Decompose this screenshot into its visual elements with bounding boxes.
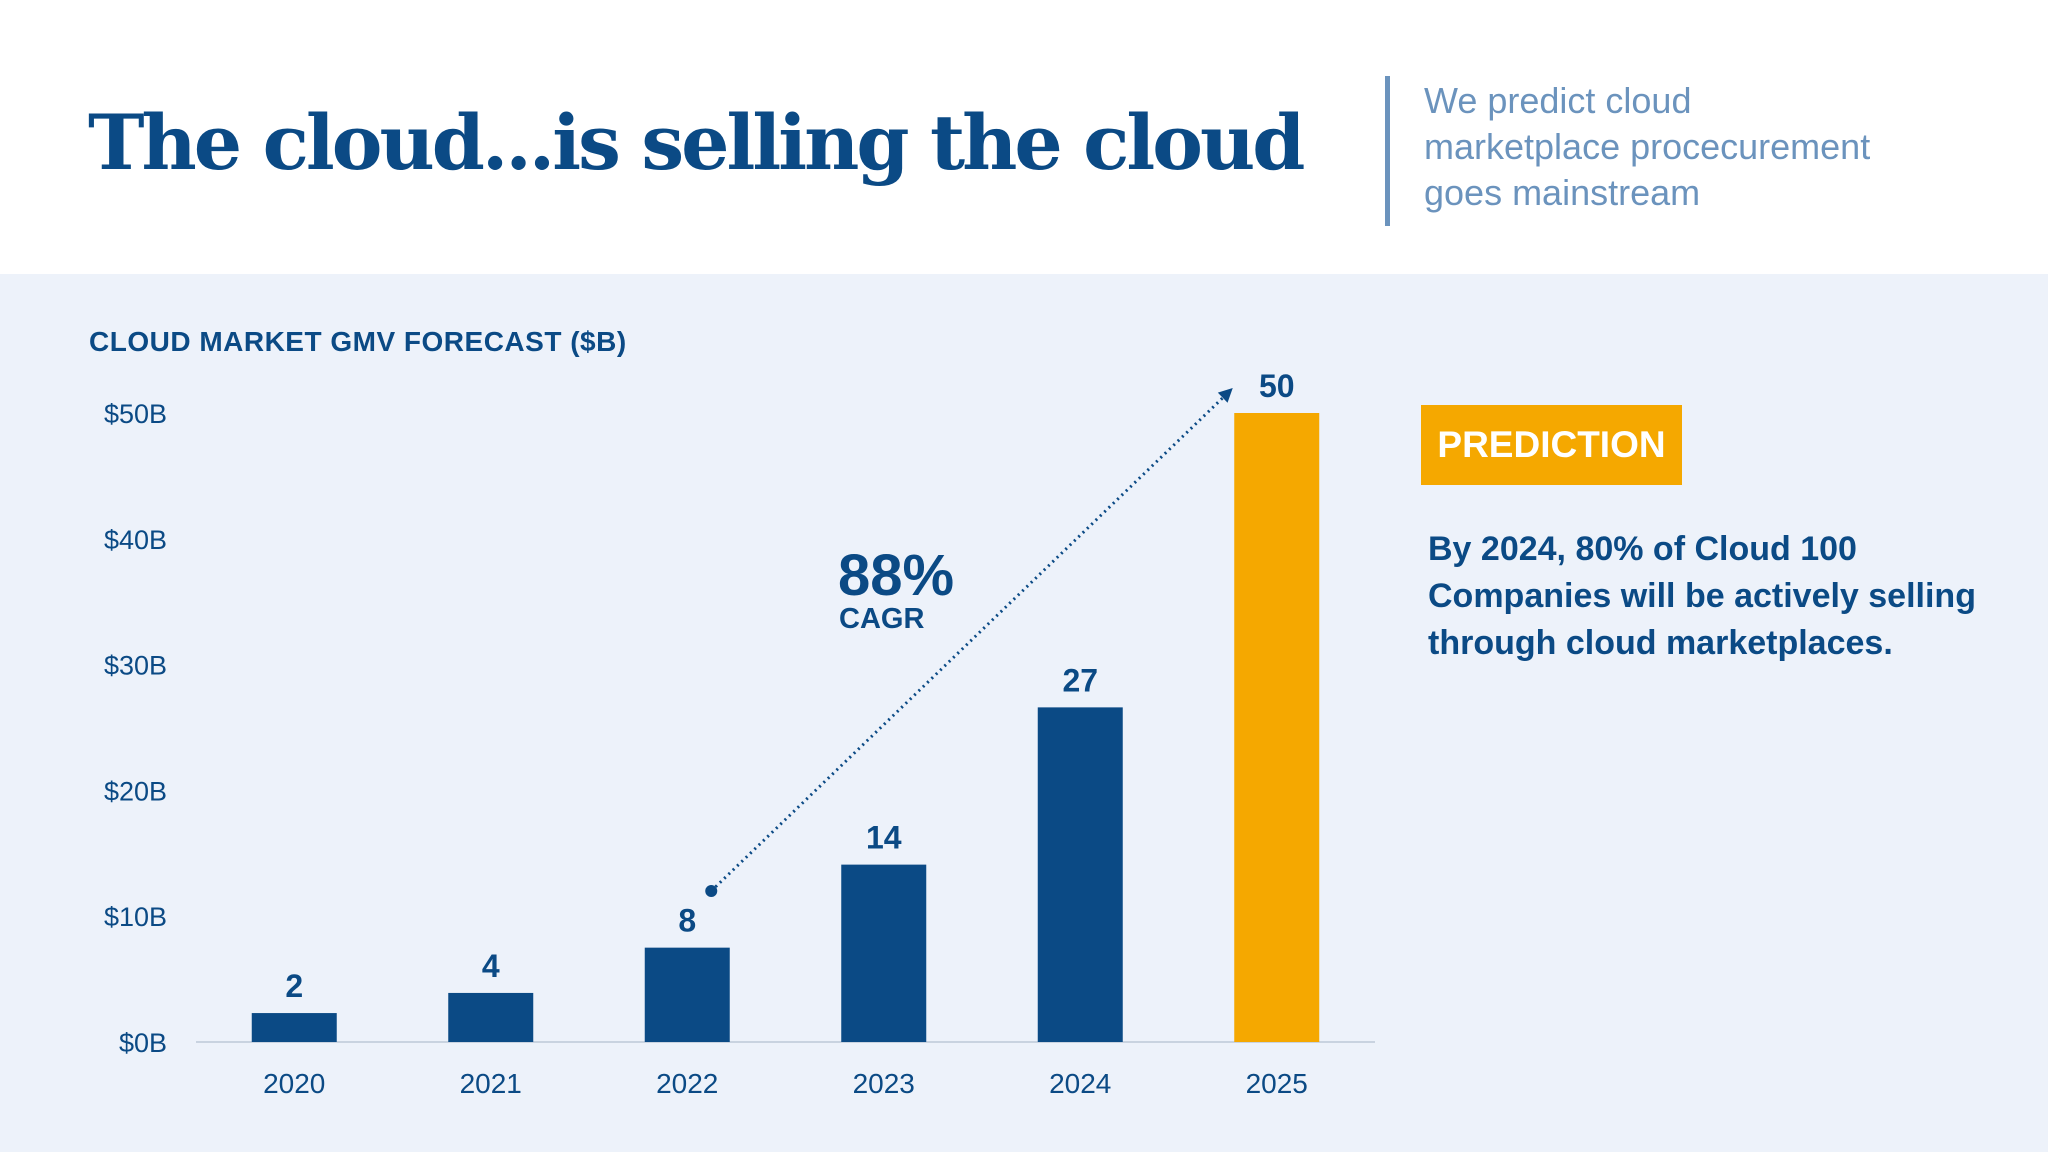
x-tick-label: 2020 [263,1068,325,1099]
subtitle: We predict cloud marketplace procecureme… [1424,78,1870,216]
cagr-arrow-line [710,392,1228,893]
prediction-line: By 2024, 80% of Cloud 100 [1428,530,1857,568]
divider [1385,76,1390,226]
prediction-line: through cloud marketplaces. [1428,624,1893,662]
data-label: 2 [285,968,303,1004]
y-tick-label: $10B [104,902,167,932]
subtitle-line: goes mainstream [1424,172,1701,213]
prediction-badge: PREDICTION [1421,405,1682,485]
y-tick-label: $50B [104,399,167,429]
header: The cloud...is selling the cloud We pred… [0,0,2048,274]
x-tick-label: 2024 [1049,1068,1111,1099]
bar-2025 [1234,413,1320,1042]
page-title: The cloud...is selling the cloud [88,98,1305,187]
cagr-arrow-start [705,885,718,897]
cagr-value: 88% [838,543,954,608]
bar-2023 [841,864,927,1042]
bar-2024 [1037,707,1123,1042]
subtitle-line: We predict cloud [1424,80,1692,121]
prediction-line: Companies will be actively selling [1428,577,1976,615]
data-label: 50 [1259,368,1295,404]
prediction-badge-label: PREDICTION [1437,424,1666,465]
bar-2021 [448,992,534,1042]
data-label: 4 [482,948,500,984]
data-label: 8 [678,903,696,939]
data-label: 14 [866,820,902,856]
bar-2020 [251,1013,337,1042]
x-tick-label: 2023 [853,1068,915,1099]
data-label: 27 [1062,662,1098,698]
prediction-text: By 2024, 80% of Cloud 100 Companies will… [1428,526,1976,667]
bar-2022 [644,947,730,1042]
y-tick-label: $20B [104,776,167,806]
cagr-arrow-head-icon [1217,388,1233,403]
x-tick-label: 2021 [460,1068,522,1099]
x-tick-label: 2025 [1246,1068,1308,1099]
subtitle-line: marketplace procecurement [1424,126,1871,167]
chart-title: CLOUD MARKET GMV FORECAST ($B) [89,326,627,357]
y-tick-label: $40B [104,525,167,555]
x-tick-label: 2022 [656,1068,718,1099]
cagr-label: CAGR [839,603,924,635]
y-tick-label: $0B [119,1028,167,1058]
y-tick-label: $30B [104,651,167,681]
